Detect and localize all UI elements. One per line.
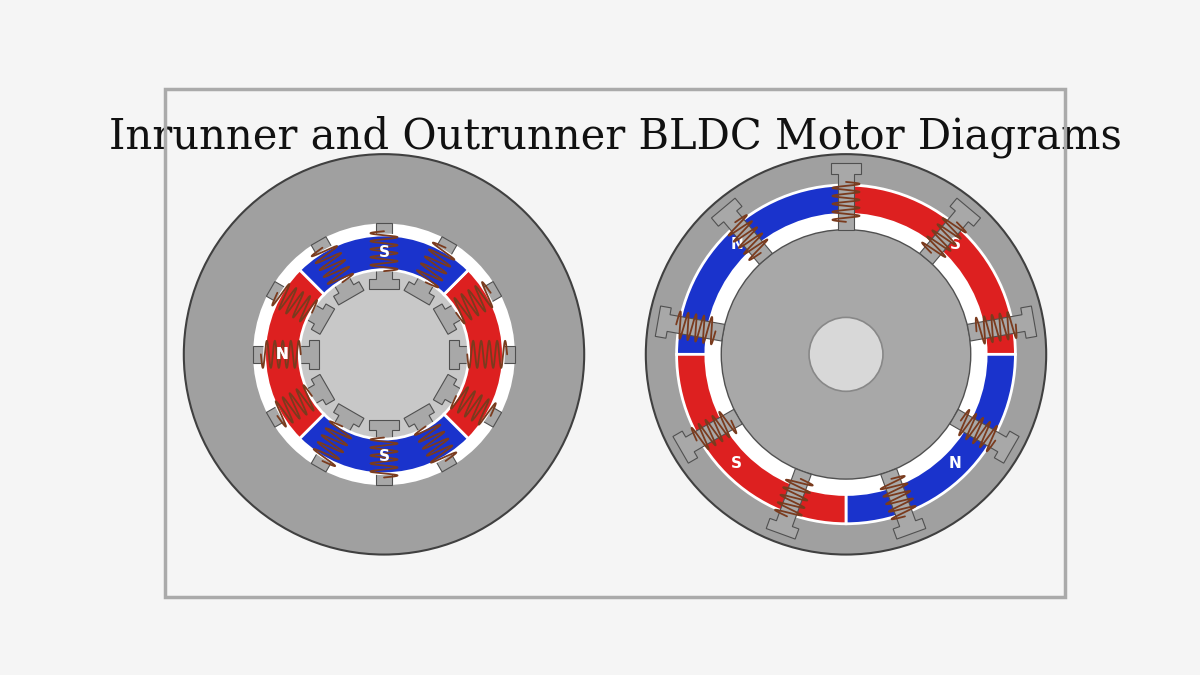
Wedge shape bbox=[846, 185, 1015, 354]
Polygon shape bbox=[450, 340, 515, 369]
Polygon shape bbox=[919, 198, 980, 264]
Circle shape bbox=[646, 154, 1046, 555]
Text: N: N bbox=[730, 238, 743, 252]
Wedge shape bbox=[677, 354, 846, 524]
Polygon shape bbox=[967, 306, 1037, 341]
Polygon shape bbox=[673, 409, 743, 463]
Wedge shape bbox=[677, 185, 846, 354]
Polygon shape bbox=[266, 281, 335, 334]
Circle shape bbox=[253, 223, 515, 485]
Polygon shape bbox=[404, 404, 457, 472]
Polygon shape bbox=[266, 375, 335, 427]
Wedge shape bbox=[265, 270, 324, 439]
Text: Inrunner and Outrunner BLDC Motor Diagrams: Inrunner and Outrunner BLDC Motor Diagra… bbox=[108, 115, 1122, 158]
Wedge shape bbox=[444, 270, 503, 439]
Polygon shape bbox=[311, 237, 364, 305]
Polygon shape bbox=[370, 420, 398, 485]
Polygon shape bbox=[311, 404, 364, 472]
Circle shape bbox=[184, 154, 584, 555]
Polygon shape bbox=[433, 375, 502, 427]
Text: N: N bbox=[276, 347, 288, 362]
Circle shape bbox=[677, 185, 1015, 524]
Polygon shape bbox=[404, 237, 457, 305]
Polygon shape bbox=[712, 198, 773, 264]
Text: S: S bbox=[950, 238, 961, 252]
Text: N: N bbox=[276, 347, 288, 362]
Polygon shape bbox=[253, 340, 318, 369]
Text: S: S bbox=[731, 456, 742, 471]
Circle shape bbox=[809, 317, 883, 392]
Text: N: N bbox=[949, 456, 962, 471]
Polygon shape bbox=[433, 281, 502, 334]
Wedge shape bbox=[300, 235, 468, 294]
Polygon shape bbox=[370, 223, 398, 289]
Text: S: S bbox=[378, 449, 390, 464]
Polygon shape bbox=[881, 468, 925, 539]
Polygon shape bbox=[655, 306, 725, 341]
Text: S: S bbox=[378, 245, 390, 260]
Wedge shape bbox=[846, 354, 1015, 524]
Polygon shape bbox=[830, 163, 862, 230]
Wedge shape bbox=[300, 414, 468, 474]
Circle shape bbox=[708, 216, 985, 493]
Polygon shape bbox=[767, 468, 811, 539]
Circle shape bbox=[721, 230, 971, 479]
Polygon shape bbox=[949, 409, 1019, 463]
Circle shape bbox=[299, 269, 469, 439]
